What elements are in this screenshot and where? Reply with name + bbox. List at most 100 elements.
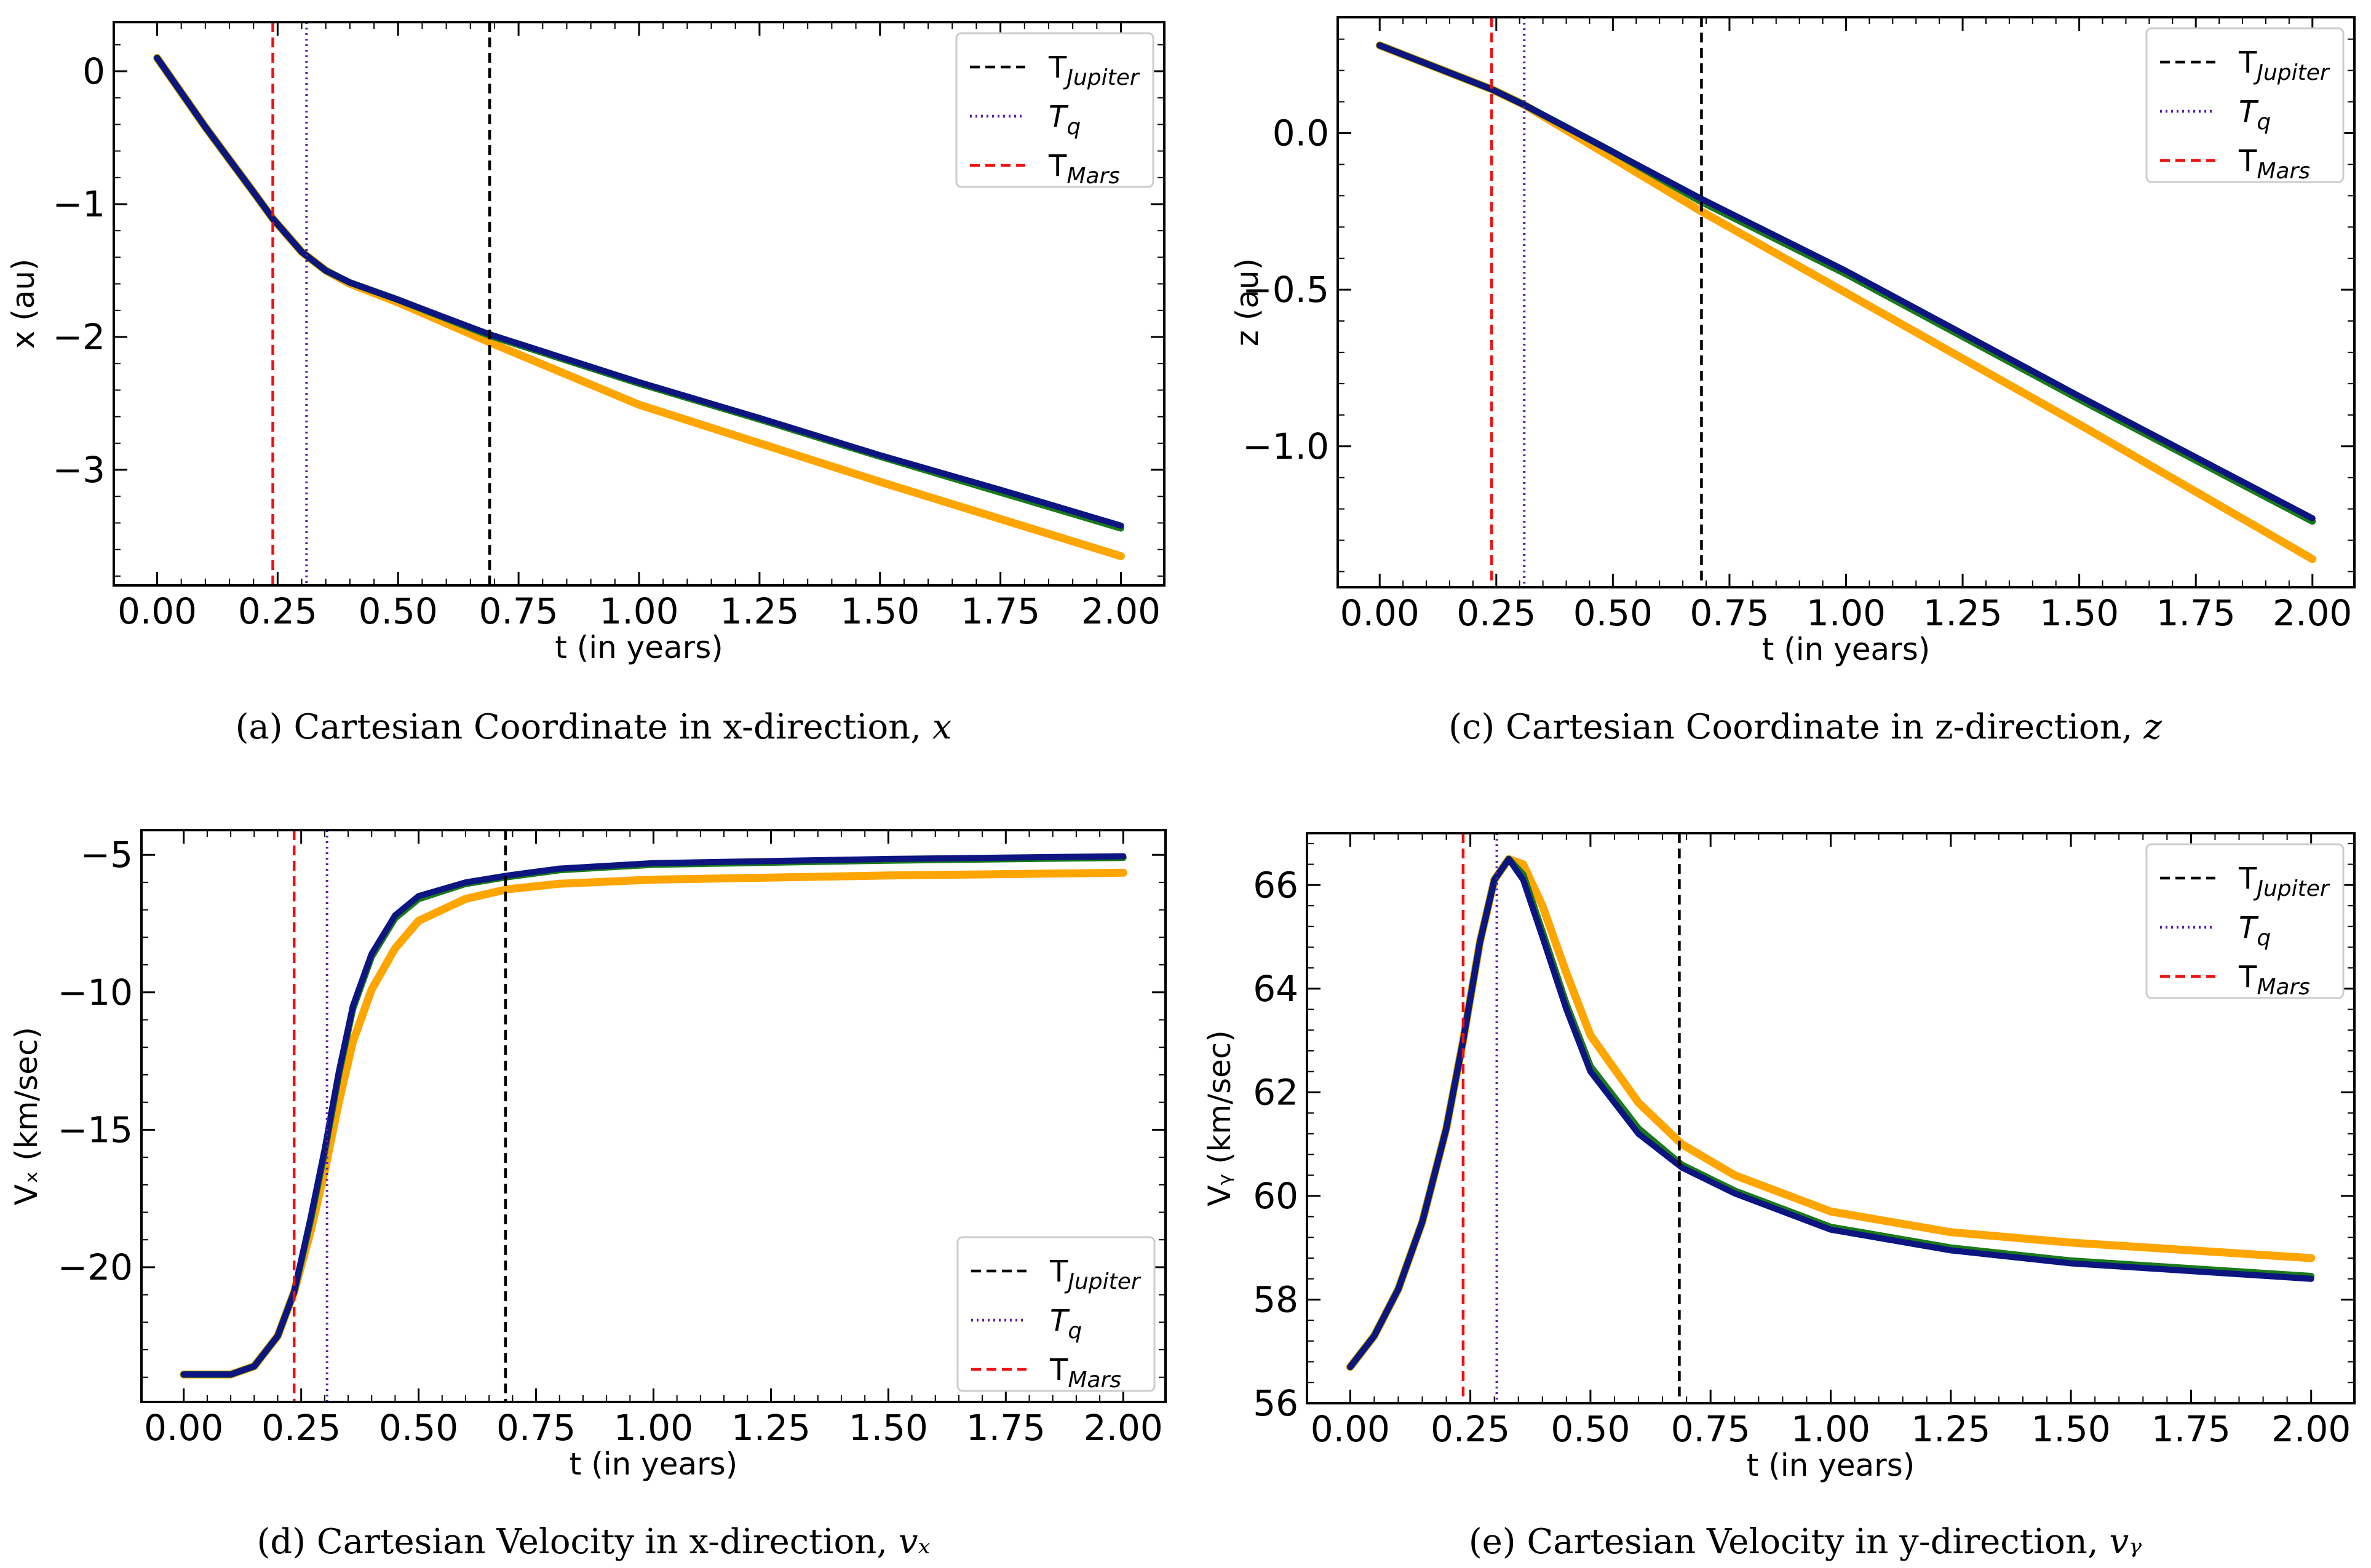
panel-e-xtick-label: 1.25 [1911,1408,1990,1450]
panel-d-ylabel: Vₓ (km/sec) [9,1027,44,1205]
panel-e-xtick-label: 1.75 [2151,1408,2231,1450]
panel-c-xtick-label: 1.00 [1806,592,1886,634]
panel-a-ytick-label: −2 [53,316,106,358]
panel-a-legend-label-mars: TMars [1048,149,1120,189]
caption-d: (d) Cartesian Velocity in x-direction, v… [257,1522,931,1562]
legend-label-base: T [2238,46,2257,80]
panel-e-xtick-label: 2.00 [2271,1408,2351,1450]
panel-a-xtick-label: 1.75 [961,590,1040,632]
panel-d-legend-label-mars: TMars [1049,1353,1121,1393]
panel-e-ytick-label: 62 [1253,1071,1298,1113]
panel-a-xtick-label: 0.75 [479,590,558,632]
panel-d-ytick-label: −20 [58,1246,133,1288]
panel-e-xtick-label: 1.00 [1791,1408,1870,1450]
panel-a-ytick-label: −3 [53,449,106,491]
panel-e-xtick-label: 0.25 [1431,1408,1510,1450]
caption-c-text: (c) Cartesian Coordinate in z-direction, [1448,707,2133,747]
legend-label-base: T [2238,144,2257,178]
panel-c-chart: 0.00 0.25 0.50 0.75 1.00 1.25 1.50 1.75 2.00 0.0 −… [1229,16,2356,667]
panel-e-legend-label-mars: TMars [2238,960,2310,1000]
panel-a-xtick-label: 1.00 [599,590,678,632]
panel-e-ytick-label: 60 [1253,1175,1298,1217]
legend-label-subscript: q [2257,109,2271,135]
panel-e-series-navy [1347,856,2314,1370]
panel-c-xtick-label: 1.75 [2156,592,2236,634]
legend-label-subscript: Mars [1066,164,1120,189]
legend-label-subscript: Jupiter [1064,1269,1142,1294]
panel-c-xtick-label: 1.25 [1923,592,2002,634]
caption-e-text: (e) Cartesian Velocity in y-direction, [1468,1522,2099,1562]
panel-a-series-navy [154,55,1124,529]
panel-e-ytick-label: 64 [1253,968,1298,1010]
legend-label-subscript: Mars [1068,1368,1121,1393]
panel-c-ytick-label: −0.5 [1242,269,1329,311]
panel-e-xtick-label: 0.75 [1671,1408,1750,1450]
panel-c-xtick-label: 0.25 [1456,592,1536,634]
panel-e-ytick-label: 56 [1253,1382,1298,1424]
panel-e-xtick-label: 1.50 [2031,1408,2111,1450]
panel-d-ytick-label: −10 [58,972,133,1013]
panel-d-xtick-label: 1.75 [966,1407,1046,1449]
legend-label-subscript: q [1066,114,1081,140]
legend-label-base: T [2239,911,2259,945]
panel-c-legend [2145,27,2345,183]
legend-label-base: T [2239,95,2259,129]
panel-d-legend [956,1236,1156,1392]
caption-c-math: z [2143,707,2162,747]
legend-label-subscript: q [1068,1318,1082,1344]
panel-e-legend [2145,843,2345,999]
panel-e-legend-label-q: Tq [2239,911,2271,951]
caption-d-text: (d) Cartesian Velocity in x-direction, [256,1522,888,1562]
panel-d-xtick-label: 0.75 [496,1407,576,1449]
panel-a-legend-label-q: Tq [1049,100,1081,140]
panel-c-xtick-label: 2.00 [2273,592,2352,634]
panel-e-chart: 0.00 0.25 0.50 0.75 1.00 1.25 1.50 1.75 2.00 56 58… [1202,832,2356,1483]
panel-a-ylabel: x (au) [6,259,41,349]
caption-e: (e) Cartesian Velocity in y-direction, v… [1469,1522,2142,1562]
legend-label-base: T [1049,1254,1068,1289]
legend-label-subscript: Mars [2257,975,2310,1000]
panel-a-ytick-label: −1 [53,183,106,225]
panel-d-xtick-label: 0.00 [144,1407,223,1449]
legend-label-base: T [1048,149,1067,183]
panel-a-xtick-label: 2.00 [1081,590,1161,632]
caption-a: (a) Cartesian Coordinate in x-direction,… [236,707,952,747]
panel-a-xlabel: t (in years) [555,630,723,665]
panel-d-ytick-label: −15 [58,1109,133,1150]
caption-a-math: x [932,707,952,747]
caption-c: (c) Cartesian Coordinate in z-direction,… [1448,707,2162,747]
panel-a-xtick-label: 1.25 [720,590,799,632]
panel-d-ytick-label: −5 [81,834,133,876]
caption-a-text: (a) Cartesian Coordinate in x-direction, [235,707,922,747]
panel-e-legend-label-jupiter: TJupiter [2238,861,2330,901]
panel-d-chart: 0.00 0.25 0.50 0.75 1.00 1.25 1.50 1.75 2.00 −5 −1… [9,829,1167,1482]
panel-d-xtick-label: 1.25 [731,1407,811,1449]
panel-d-legend-label-jupiter: TJupiter [1049,1254,1142,1294]
panel-c-ytick-label: −1.0 [1242,426,1329,467]
panel-e-ytick-label: 66 [1253,864,1298,906]
panel-a-xtick-label: 0.50 [359,590,438,632]
panel-c-xtick-label: 1.50 [2039,592,2119,634]
panel-d-legend-label-q: Tq [1050,1304,1082,1344]
panel-e-ylabel: Vᵧ (km/sec) [1202,1030,1237,1206]
panel-a-xtick-label: 0.00 [117,590,197,632]
legend-label-subscript: q [2257,925,2271,951]
panel-c-legend-label-jupiter: TJupiter [2238,46,2330,85]
panel-e-xlabel: t (in years) [1747,1447,1915,1483]
legend-label-base: T [1049,100,1069,134]
legend-label-base: T [2238,861,2257,896]
legend-label-subscript: Jupiter [2253,60,2330,85]
panel-a-chart: 0.00 0.25 0.50 0.75 1.00 1.25 1.50 1.75 2.00 0 −1 −… [6,21,1166,665]
panel-d-xlabel: t (in years) [570,1446,738,1482]
caption-d-math: vₓ [898,1522,931,1562]
legend-label-subscript: Jupiter [1063,65,1140,90]
caption-e-math: vᵧ [2109,1522,2142,1562]
legend-label-base: T [1049,1353,1068,1387]
panel-c-xtick-label: 0.00 [1340,592,1420,634]
panel-a-legend-label-jupiter: TJupiter [1048,50,1140,90]
panel-c-ylabel: z (au) [1229,258,1265,346]
panel-a-ytick-label: 0 [82,50,105,92]
panel-e-xtick-label: 0.00 [1311,1408,1390,1450]
legend-label-subscript: Jupiter [2253,876,2330,901]
